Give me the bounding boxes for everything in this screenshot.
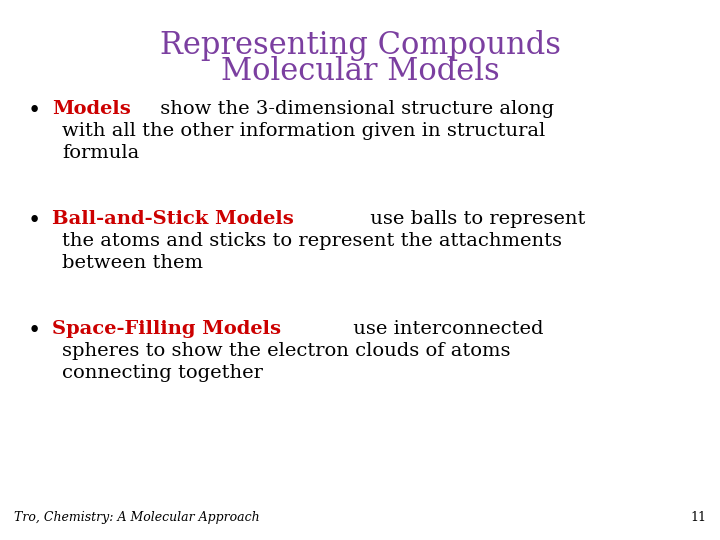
Text: Representing Compounds: Representing Compounds [160,30,560,61]
Text: 11: 11 [690,511,706,524]
Text: the atoms and sticks to represent the attachments: the atoms and sticks to represent the at… [62,232,562,250]
Text: with all the other information given in structural: with all the other information given in … [62,122,545,140]
Text: Models: Models [52,100,131,118]
Text: show the 3-dimensional structure along: show the 3-dimensional structure along [153,100,554,118]
Text: spheres to show the electron clouds of atoms: spheres to show the electron clouds of a… [62,342,510,360]
Text: •: • [28,100,41,122]
Text: Space-Filling Models: Space-Filling Models [52,320,281,338]
Text: use interconnected: use interconnected [348,320,544,338]
Text: connecting together: connecting together [62,364,263,382]
Text: •: • [28,320,41,342]
Text: use balls to represent: use balls to represent [364,210,585,228]
Text: •: • [28,210,41,232]
Text: formula: formula [62,144,139,162]
Text: between them: between them [62,254,203,272]
Text: Ball-and-Stick Models: Ball-and-Stick Models [52,210,294,228]
Text: Molecular Models: Molecular Models [220,56,500,87]
Text: Tro, Chemistry: A Molecular Approach: Tro, Chemistry: A Molecular Approach [14,511,260,524]
